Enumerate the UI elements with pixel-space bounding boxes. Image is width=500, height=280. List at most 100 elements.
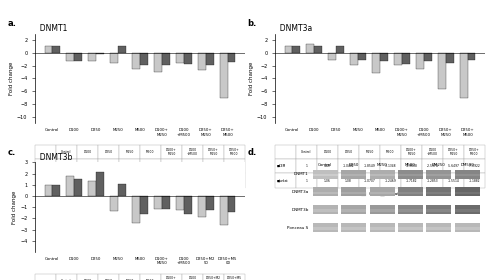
Bar [154,196,162,209]
Bar [426,223,452,232]
Text: D250: D250 [348,163,359,167]
Bar [118,46,126,53]
Bar [313,188,338,197]
Bar [341,223,366,232]
Bar [306,43,314,53]
Bar [398,206,423,214]
Text: c.: c. [8,148,16,157]
Bar [96,53,104,54]
Bar [313,170,338,179]
Text: DNMT3a: DNMT3a [275,24,312,33]
Bar [380,53,388,61]
Text: DNMT1: DNMT1 [294,172,308,176]
Bar [118,184,126,196]
Bar [454,223,479,232]
Bar [132,53,140,69]
Bar [454,188,479,197]
Text: DNMT3a: DNMT3a [292,190,308,194]
Bar [454,227,479,230]
Bar [454,206,479,214]
Bar [313,174,338,176]
Bar [206,53,214,65]
Bar [220,53,228,98]
Bar [96,172,104,196]
Text: Control: Control [318,163,332,167]
Text: DNMT1: DNMT1 [35,24,68,33]
Bar [336,46,344,53]
Bar [314,46,322,53]
Bar [358,53,366,60]
Text: b.: b. [248,19,257,29]
Y-axis label: Fold change: Fold change [12,190,18,224]
Bar [284,46,292,53]
Bar [52,185,60,196]
Bar [426,227,452,230]
Bar [313,209,338,212]
Bar [398,223,423,232]
Bar [341,174,366,176]
Bar [341,209,366,212]
Bar [370,209,394,212]
Bar [454,174,479,176]
Bar [398,192,423,194]
Y-axis label: Fold change: Fold change [249,62,254,95]
Bar [370,170,394,179]
Bar [426,192,452,194]
Bar [341,170,366,179]
Bar [370,192,394,194]
Bar [140,53,147,65]
Bar [454,209,479,212]
Bar [372,53,380,73]
Text: DNMT3b: DNMT3b [291,208,308,212]
Text: M500: M500 [405,163,416,167]
Text: a.: a. [8,19,16,29]
Bar [370,227,394,230]
Bar [198,53,206,69]
Bar [341,227,366,230]
Bar [398,188,423,197]
Bar [341,188,366,197]
Bar [162,53,170,66]
Bar [140,196,147,214]
Bar [44,46,52,53]
Bar [454,170,479,179]
Text: M250: M250 [376,163,388,167]
Bar [313,206,338,214]
Bar [398,227,423,230]
Y-axis label: Fold change: Fold change [9,62,14,95]
Bar [198,196,206,217]
Bar [176,196,184,210]
Bar [424,53,432,61]
Bar [154,53,162,72]
Bar [74,179,82,196]
Bar [416,53,424,69]
Bar [341,206,366,214]
Bar [44,185,52,196]
Bar [398,174,423,176]
Bar [438,53,446,89]
Bar [402,53,409,64]
Bar [132,196,140,223]
Bar [313,192,338,194]
Text: DM500: DM500 [460,163,474,167]
Bar [341,192,366,194]
Text: d.: d. [248,148,257,157]
Bar [88,53,96,61]
Bar [184,196,192,214]
Bar [370,206,394,214]
Bar [460,53,468,98]
Bar [162,196,170,209]
Bar [228,196,235,212]
Bar [468,53,475,60]
Bar [88,181,96,196]
Bar [66,176,74,196]
Bar [110,196,118,211]
Bar [313,223,338,232]
Bar [292,46,300,53]
Bar [206,196,214,210]
Bar [228,53,235,62]
Bar [370,188,394,197]
Legend: CEM, Jurkat: CEM, Jurkat [360,190,401,197]
Bar [426,188,452,197]
Bar [446,53,454,63]
